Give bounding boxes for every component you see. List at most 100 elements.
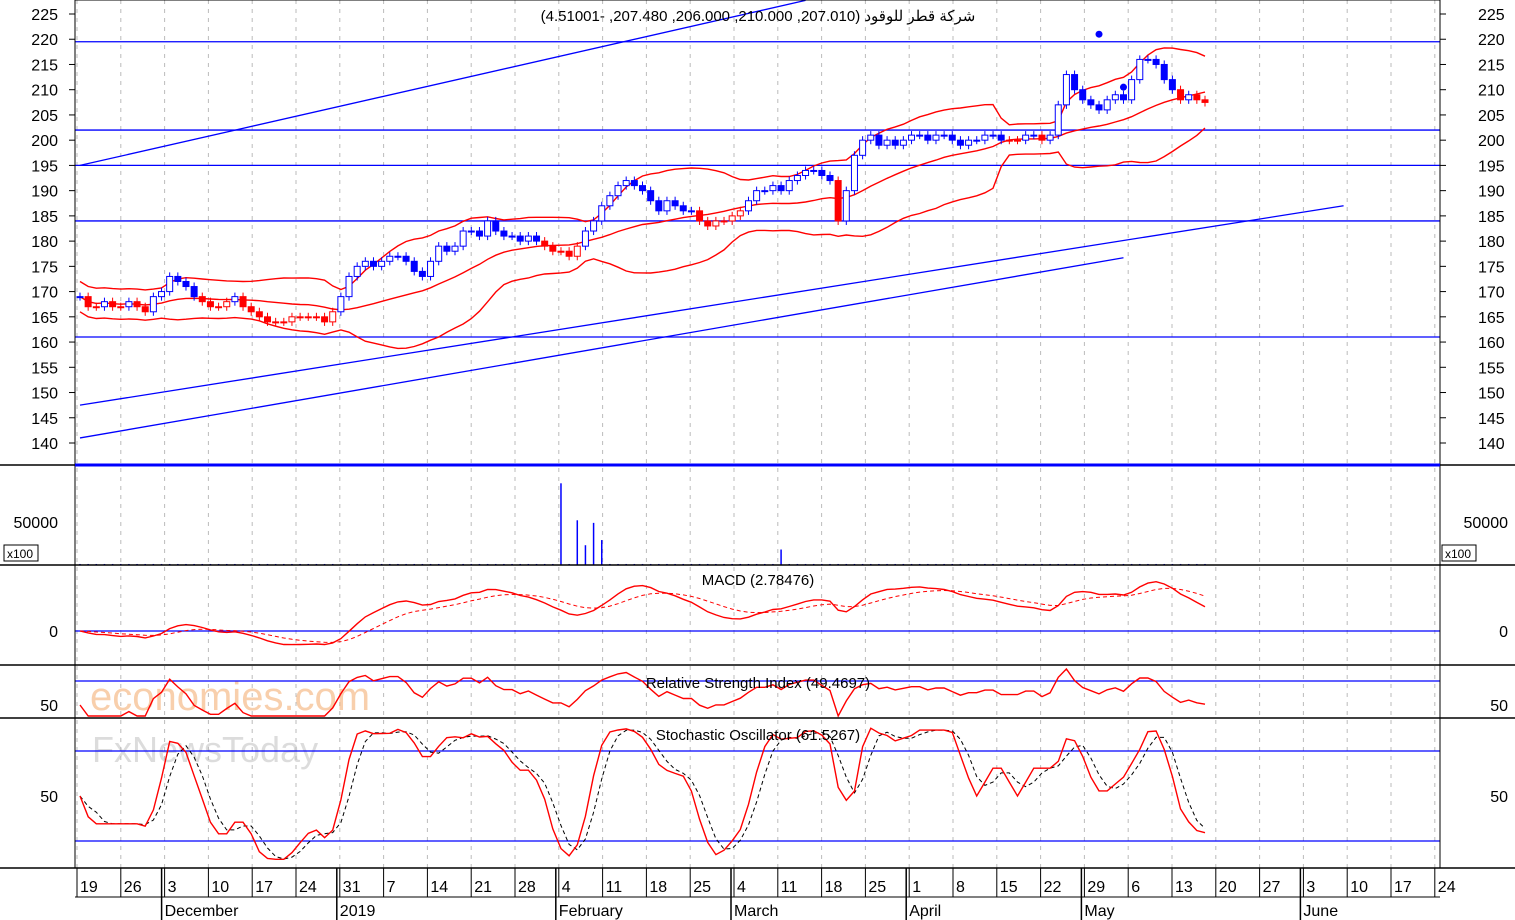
price-tick-right: 160 — [1478, 335, 1505, 352]
bollinger-lower-band — [79, 127, 1206, 350]
price-tick-right: 190 — [1478, 184, 1505, 201]
candle-body — [231, 296, 239, 303]
candle-body — [1152, 58, 1160, 65]
candle-body — [92, 306, 100, 309]
bollinger-middle-band — [79, 91, 1206, 311]
candle-body — [557, 250, 565, 253]
candle-body — [598, 205, 606, 222]
macd-label: MACD (2.78476) — [702, 572, 815, 589]
price-tick-left: 200 — [31, 133, 58, 150]
candle-body — [125, 301, 133, 308]
price-tick-right: 205 — [1478, 108, 1505, 125]
week-label: 4 — [562, 879, 571, 896]
week-label: 4 — [737, 879, 746, 896]
candle-body — [655, 200, 663, 212]
week-label: 27 — [1263, 879, 1281, 896]
candle-body — [916, 134, 924, 137]
candle-body — [736, 210, 744, 217]
stochastic-k-line — [79, 727, 1206, 860]
stochastic-tick-right: 50 — [1490, 789, 1508, 806]
price-tick-left: 160 — [31, 335, 58, 352]
week-label: 11 — [606, 879, 623, 896]
week-label: 8 — [956, 879, 965, 896]
volume-unit-right-box — [1441, 544, 1477, 562]
candle-body — [312, 316, 320, 319]
candle-body — [1095, 104, 1103, 111]
price-tick-right: 165 — [1478, 310, 1505, 327]
candle-body — [402, 255, 410, 262]
candle-body — [883, 139, 891, 146]
week-label: 24 — [299, 879, 317, 896]
month-label: 2019 — [340, 903, 376, 920]
candle-body — [459, 230, 467, 247]
price-panel — [75, 0, 1440, 439]
candle-body — [1071, 74, 1079, 91]
candle-body — [573, 245, 581, 257]
candle-body — [940, 134, 948, 137]
candle-body — [500, 230, 508, 237]
volume-unit-left: x100 — [7, 547, 33, 561]
week-label: 1 — [912, 879, 921, 896]
price-tick-left: 220 — [31, 32, 58, 49]
candle-body — [549, 245, 557, 252]
candle-body — [239, 296, 247, 308]
watermark-fxnewstoday: FxNewsToday — [92, 729, 318, 770]
candle-body — [141, 306, 149, 313]
candle-body — [198, 296, 206, 303]
candle-body — [410, 260, 418, 272]
trendline — [79, 205, 1344, 406]
week-label: 21 — [474, 879, 492, 896]
week-label: 3 — [1306, 879, 1315, 896]
month-label: April — [909, 903, 941, 920]
candle-body — [1177, 89, 1185, 101]
macd-panel — [75, 580, 1440, 646]
candle-body — [337, 296, 345, 313]
month-label: December — [165, 903, 239, 920]
week-label: 14 — [430, 879, 448, 896]
week-label: 18 — [825, 879, 843, 896]
price-tick-left: 145 — [31, 411, 58, 428]
candle-body — [321, 316, 329, 323]
month-label: March — [734, 903, 778, 920]
candle-body — [255, 311, 263, 318]
candle-body — [361, 260, 369, 267]
week-label: 31 — [343, 879, 361, 896]
week-label: 18 — [649, 879, 667, 896]
week-label: 13 — [1175, 879, 1193, 896]
week-label: 20 — [1219, 879, 1237, 896]
week-label: 28 — [518, 879, 536, 896]
candle-body — [924, 134, 932, 141]
candle-body — [247, 306, 255, 313]
candle-body — [1022, 134, 1030, 141]
macd-tick-right: 0 — [1499, 624, 1508, 641]
candle-body — [223, 301, 231, 308]
candle-body — [174, 275, 182, 282]
price-tick-right: 220 — [1478, 32, 1505, 49]
candle-body — [1079, 89, 1087, 101]
candle-body — [891, 139, 899, 146]
candle-body — [842, 190, 850, 222]
candle-body — [100, 301, 108, 308]
candle-body — [1014, 139, 1021, 142]
price-tick-left: 155 — [31, 360, 58, 377]
candle-body — [492, 220, 500, 232]
macd-line — [79, 580, 1206, 646]
price-tick-left: 140 — [31, 436, 58, 453]
candle-body — [378, 260, 386, 267]
candle-body — [793, 175, 801, 182]
candle-body — [647, 190, 655, 202]
candle-body — [704, 220, 712, 227]
price-tick-right: 210 — [1478, 83, 1505, 100]
candle-body — [264, 316, 271, 323]
week-label: 26 — [124, 879, 142, 896]
candle-body — [418, 270, 426, 277]
week-label: 29 — [1087, 879, 1105, 896]
candle-body — [981, 134, 989, 141]
stochastic-tick-left: 50 — [40, 789, 58, 806]
chart-title: شركة قطر للوقود (207.010, 210.000, 206.0… — [541, 8, 976, 25]
price-tick-right: 195 — [1478, 158, 1505, 175]
candle-body — [875, 134, 883, 146]
candle-body — [834, 180, 842, 222]
